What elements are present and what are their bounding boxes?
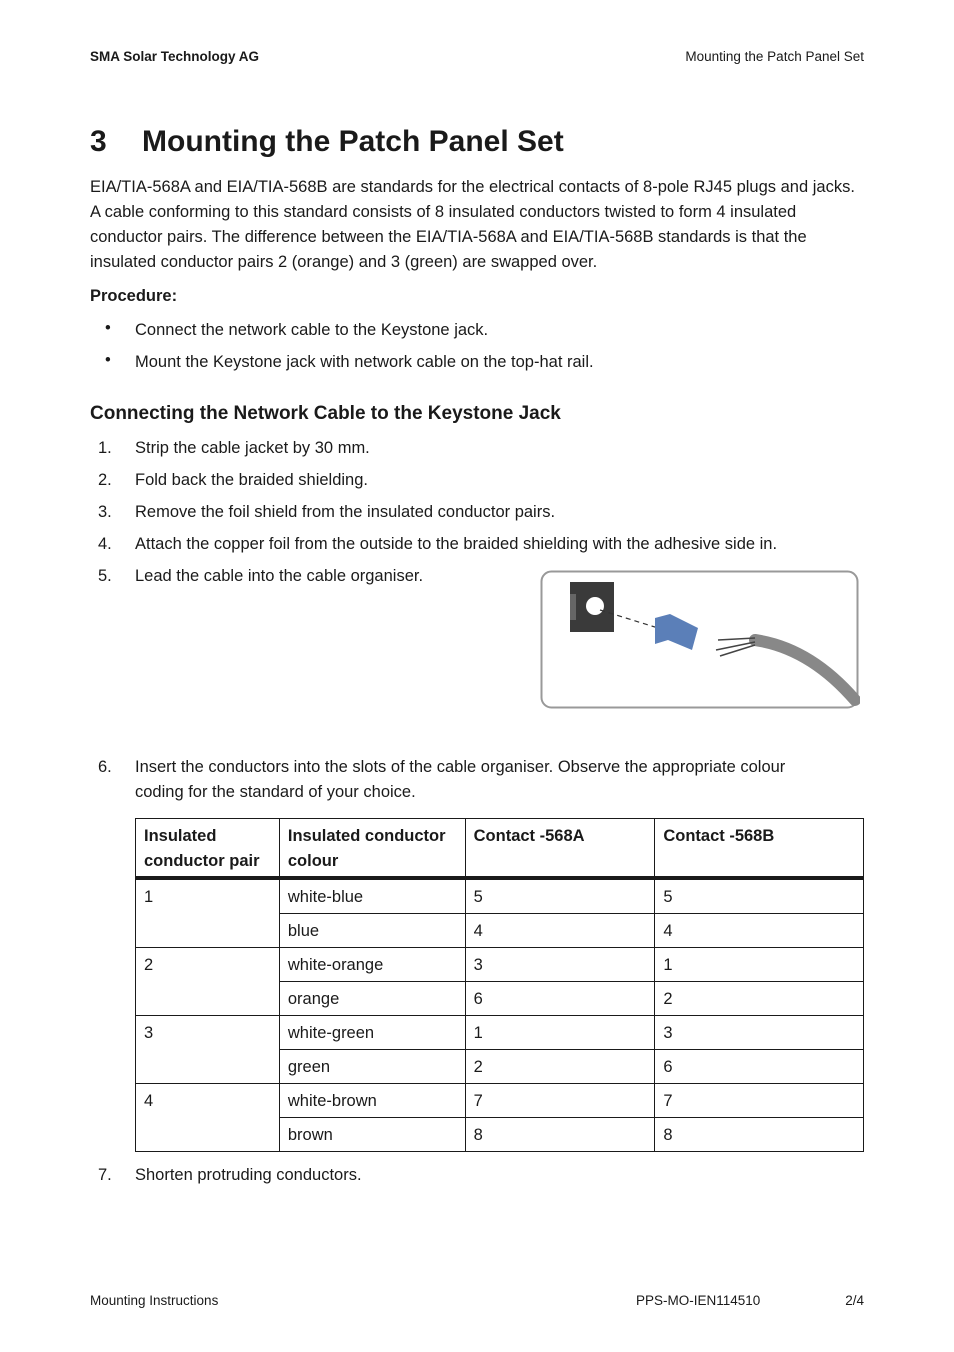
pair-cell: 4 xyxy=(135,1083,280,1152)
step-text: Attach the copper foil from the outside … xyxy=(135,535,778,553)
row: 1 white-blue 5 5 xyxy=(135,877,864,948)
cell: 4 xyxy=(464,913,656,948)
illustration xyxy=(540,570,860,709)
cell: 8 xyxy=(464,1117,656,1152)
row: 2 white-orange 3 1 xyxy=(135,947,864,1016)
header-left: SMA Solar Technology AG xyxy=(90,49,260,64)
step-text: Shorten protruding conductors. xyxy=(135,1166,362,1184)
bullet: • xyxy=(105,351,111,369)
step-number: 2. xyxy=(98,471,112,489)
pair-cell: 2 xyxy=(135,947,280,1016)
cell: blue xyxy=(278,913,466,948)
cell: 2 xyxy=(464,1049,656,1084)
pair-cell: 3 xyxy=(135,1015,280,1084)
cell: green xyxy=(278,1049,466,1084)
bullet-text: Connect the network cable to the Keyston… xyxy=(135,321,489,339)
cell: white-orange xyxy=(278,947,466,982)
header-cell: Insulated conductor colour xyxy=(278,818,466,880)
cell: brown xyxy=(278,1117,466,1152)
cell: 1 xyxy=(464,1015,656,1050)
section-title: Mounting the Patch Panel Set xyxy=(142,125,564,158)
footer-doc-id: PPS-MO-IEN114510 xyxy=(636,1293,761,1308)
pair-cell: 1 xyxy=(135,877,280,948)
cell: 7 xyxy=(464,1083,656,1118)
cell: 3 xyxy=(464,947,656,982)
step-text: Remove the foil shield from the insulate… xyxy=(135,503,556,521)
contact-table: Insulated conductor pair Insulated conduc… xyxy=(135,818,864,1152)
cell: 6 xyxy=(654,1049,864,1084)
footer-left: Mounting Instructions xyxy=(90,1293,219,1308)
step-number: 4. xyxy=(98,535,112,553)
cell: 8 xyxy=(654,1117,864,1152)
row: orange 6 2 xyxy=(136,981,864,1016)
cell: 5 xyxy=(464,877,656,914)
cell: white-green xyxy=(278,1015,466,1050)
cell: 4 xyxy=(654,913,864,948)
step-number: 7. xyxy=(98,1166,112,1184)
cell: white-brown xyxy=(278,1083,466,1118)
step-number: 6. xyxy=(98,758,112,776)
step-number: 5. xyxy=(98,567,112,585)
header-row: Insulated conductor pair Insulated conduc… xyxy=(135,818,864,880)
step-text: Fold back the braided shielding. xyxy=(135,471,368,489)
subheading: Connecting the Network Cable to the Keys… xyxy=(90,403,561,424)
cell: 6 xyxy=(464,981,656,1016)
step-number: 1. xyxy=(98,439,112,457)
row: 4 white-brown 7 7 xyxy=(135,1083,864,1152)
cell: 1 xyxy=(654,947,864,982)
intro: EIA/TIA-568A and EIA/TIA-568B are standa… xyxy=(90,178,855,271)
cell: orange xyxy=(278,981,466,1016)
step-text: Insert the conductors into the slots of … xyxy=(135,758,786,801)
row: brown 8 8 xyxy=(136,1117,864,1152)
footer-page: 2/4 xyxy=(845,1293,864,1308)
cell: 5 xyxy=(654,877,864,914)
step-number: 3. xyxy=(98,503,112,521)
cell: white-blue xyxy=(278,877,466,914)
bullet-text: Mount the Keystone jack with network cab… xyxy=(135,353,594,371)
header-cell: Contact -568B xyxy=(654,818,864,880)
bullet: • xyxy=(105,319,111,337)
row: 3 white-green 1 3 xyxy=(135,1015,864,1084)
row: blue 4 4 xyxy=(136,913,864,948)
row: green 2 6 xyxy=(136,1049,864,1084)
section-number: 3 xyxy=(90,125,107,158)
cell: 3 xyxy=(654,1015,864,1050)
step-text: Strip the cable jacket by 30 mm. xyxy=(135,439,370,457)
cell: 7 xyxy=(654,1083,864,1118)
header-cell: Insulated conductor pair xyxy=(135,818,280,880)
cell: 2 xyxy=(654,981,864,1016)
procedure-label: Procedure: xyxy=(90,287,178,305)
header-cell: Contact -568A xyxy=(464,818,656,880)
header-right: Mounting the Patch Panel Set xyxy=(685,49,864,64)
step-text: Lead the cable into the cable organiser. xyxy=(135,567,424,585)
